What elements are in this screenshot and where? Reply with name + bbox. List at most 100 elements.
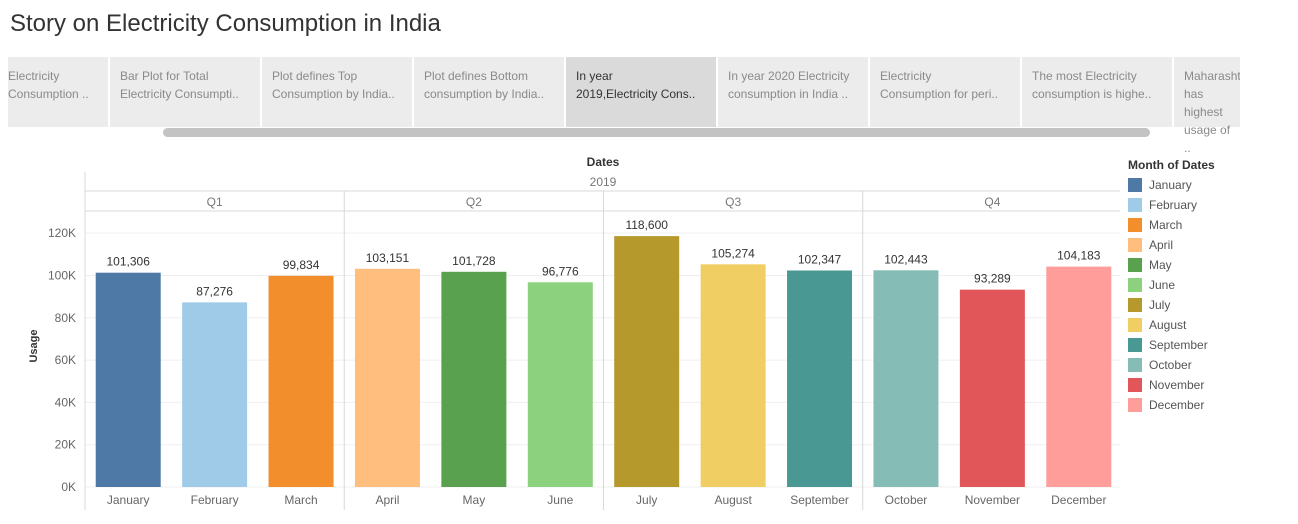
legend-item-january[interactable]: January: [1128, 175, 1215, 195]
x-tick-label: June: [547, 493, 573, 507]
x-header-label: Dates: [587, 155, 620, 169]
legend-label: August: [1149, 318, 1187, 332]
year-label: 2019: [590, 175, 617, 189]
bar-may: [441, 271, 507, 487]
legend-item-april[interactable]: April: [1128, 235, 1215, 255]
legend-swatch: [1128, 398, 1142, 412]
storypoint-9[interactable]: Maharashtra has highest usage of ..: [1174, 57, 1240, 155]
x-tick-label: January: [107, 493, 150, 507]
y-tick-label: 120K: [48, 226, 76, 240]
legend-item-february[interactable]: February: [1128, 195, 1215, 215]
bar-chart: 0K 20K 40K 60K 80K 100K 120K Usage Dates 2019 Q1 Q2…: [28, 155, 1120, 510]
legend-swatch: [1128, 258, 1142, 272]
legend-label: May: [1149, 258, 1172, 272]
storypoint-label: Maharashtra has highest usage of ..: [1184, 69, 1240, 155]
y-axis-label: Usage: [28, 329, 40, 362]
legend-label: June: [1149, 278, 1176, 292]
legend-swatch: [1128, 278, 1142, 292]
data-label: 102,443: [884, 252, 928, 266]
quarter-label: Q1: [207, 195, 223, 209]
legend-label: January: [1149, 178, 1192, 192]
x-tick-label: July: [636, 493, 657, 507]
legend-swatch: [1128, 178, 1142, 192]
bar-april: [354, 268, 420, 487]
y-tick-label: 60K: [55, 353, 76, 367]
legend-item-october[interactable]: October: [1128, 355, 1215, 375]
storypoint-3[interactable]: Plot defines Top Consumption by India..: [262, 57, 412, 127]
y-tick-label: 40K: [55, 395, 76, 409]
legend-swatch: [1128, 198, 1142, 212]
x-tick-label: April: [375, 493, 399, 507]
legend-label: October: [1149, 358, 1192, 372]
bar-august: [700, 264, 766, 487]
legend-label: April: [1149, 238, 1174, 252]
legend-item-december[interactable]: December: [1128, 395, 1215, 415]
y-tick-label: 80K: [55, 311, 76, 325]
legend-item-july[interactable]: July: [1128, 295, 1215, 315]
data-label: 103,151: [366, 251, 410, 265]
bar-december: [1046, 266, 1112, 487]
storypoint-5[interactable]: In year 2019,Electricity Cons..: [566, 57, 716, 127]
legend-swatch: [1128, 238, 1142, 252]
legend-item-march[interactable]: March: [1128, 215, 1215, 235]
x-tick-label: September: [790, 493, 849, 507]
legend-swatch: [1128, 298, 1142, 312]
data-label: 104,183: [1057, 249, 1101, 263]
data-label: 118,600: [625, 218, 668, 232]
storypoint-label: Electricity Consumption for peri..: [880, 69, 999, 101]
bar-june: [527, 282, 593, 487]
legend-item-september[interactable]: September: [1128, 335, 1215, 355]
legend-label: March: [1149, 218, 1183, 232]
storypoint-4[interactable]: Plot defines Bottom consumption by India…: [414, 57, 564, 127]
legend-label: September: [1149, 338, 1208, 352]
quarter-label: Q4: [984, 195, 1000, 209]
bar-october: [873, 270, 939, 487]
legend-item-november[interactable]: November: [1128, 375, 1215, 395]
storypoint-label: Plot defines Top Consumption by India..: [272, 69, 395, 101]
legend-item-august[interactable]: August: [1128, 315, 1215, 335]
legend-swatch: [1128, 378, 1142, 392]
bar-march: [268, 275, 334, 487]
story-title: Story on Electricity Consumption in Indi…: [10, 10, 441, 37]
storypoint-7[interactable]: Electricity Consumption for peri..: [870, 57, 1020, 127]
bar-november: [959, 289, 1025, 487]
legend-label: February: [1149, 198, 1198, 212]
storypoint-1[interactable]: Electricity Consumption ..: [8, 57, 108, 127]
legend-swatch: [1128, 318, 1142, 332]
storypoint-label: In year 2019,Electricity Cons..: [576, 69, 696, 101]
storypoint-label: Bar Plot for Total Electricity Consumpti…: [120, 69, 239, 101]
data-label: 105,274: [711, 246, 755, 260]
bar-september: [787, 270, 853, 487]
legend-swatch: [1128, 358, 1142, 372]
bar-july: [614, 236, 680, 487]
storypoint-navigator: Electricity Consumption .. Bar Plot for T…: [8, 57, 1290, 155]
storypoint-scrollbar[interactable]: [163, 128, 1150, 137]
data-label: 87,276: [196, 284, 233, 298]
legend-title: Month of Dates: [1128, 158, 1215, 172]
y-tick-label: 0K: [61, 480, 76, 494]
storypoint-6[interactable]: In year 2020 Electricity consumption in …: [718, 57, 868, 127]
x-tick-label: May: [463, 493, 486, 507]
legend-label: November: [1149, 378, 1205, 392]
legend-label: December: [1149, 398, 1205, 412]
legend-swatch: [1128, 338, 1142, 352]
storypoint-2[interactable]: Bar Plot for Total Electricity Consumpti…: [110, 57, 260, 127]
y-tick-label: 100K: [48, 268, 76, 282]
storypoint-8[interactable]: The most Electricity consumption is high…: [1022, 57, 1172, 127]
x-tick-label: August: [714, 493, 752, 507]
quarter-label: Q2: [466, 195, 482, 209]
x-tick-label: February: [191, 493, 239, 507]
data-label: 93,289: [974, 272, 1011, 286]
bar-january: [95, 272, 161, 487]
data-label: 99,834: [283, 258, 320, 272]
storypoint-label: Plot defines Bottom consumption by India…: [424, 69, 545, 101]
legend-label: July: [1149, 298, 1171, 312]
bar-february: [182, 302, 248, 487]
data-label: 96,776: [542, 264, 579, 278]
legend: Month of Dates January February March April…: [1128, 158, 1215, 415]
legend-item-june[interactable]: June: [1128, 275, 1215, 295]
data-label: 102,347: [798, 252, 842, 266]
quarter-label: Q3: [725, 195, 741, 209]
x-tick-label: March: [284, 493, 317, 507]
legend-item-may[interactable]: May: [1128, 255, 1215, 275]
